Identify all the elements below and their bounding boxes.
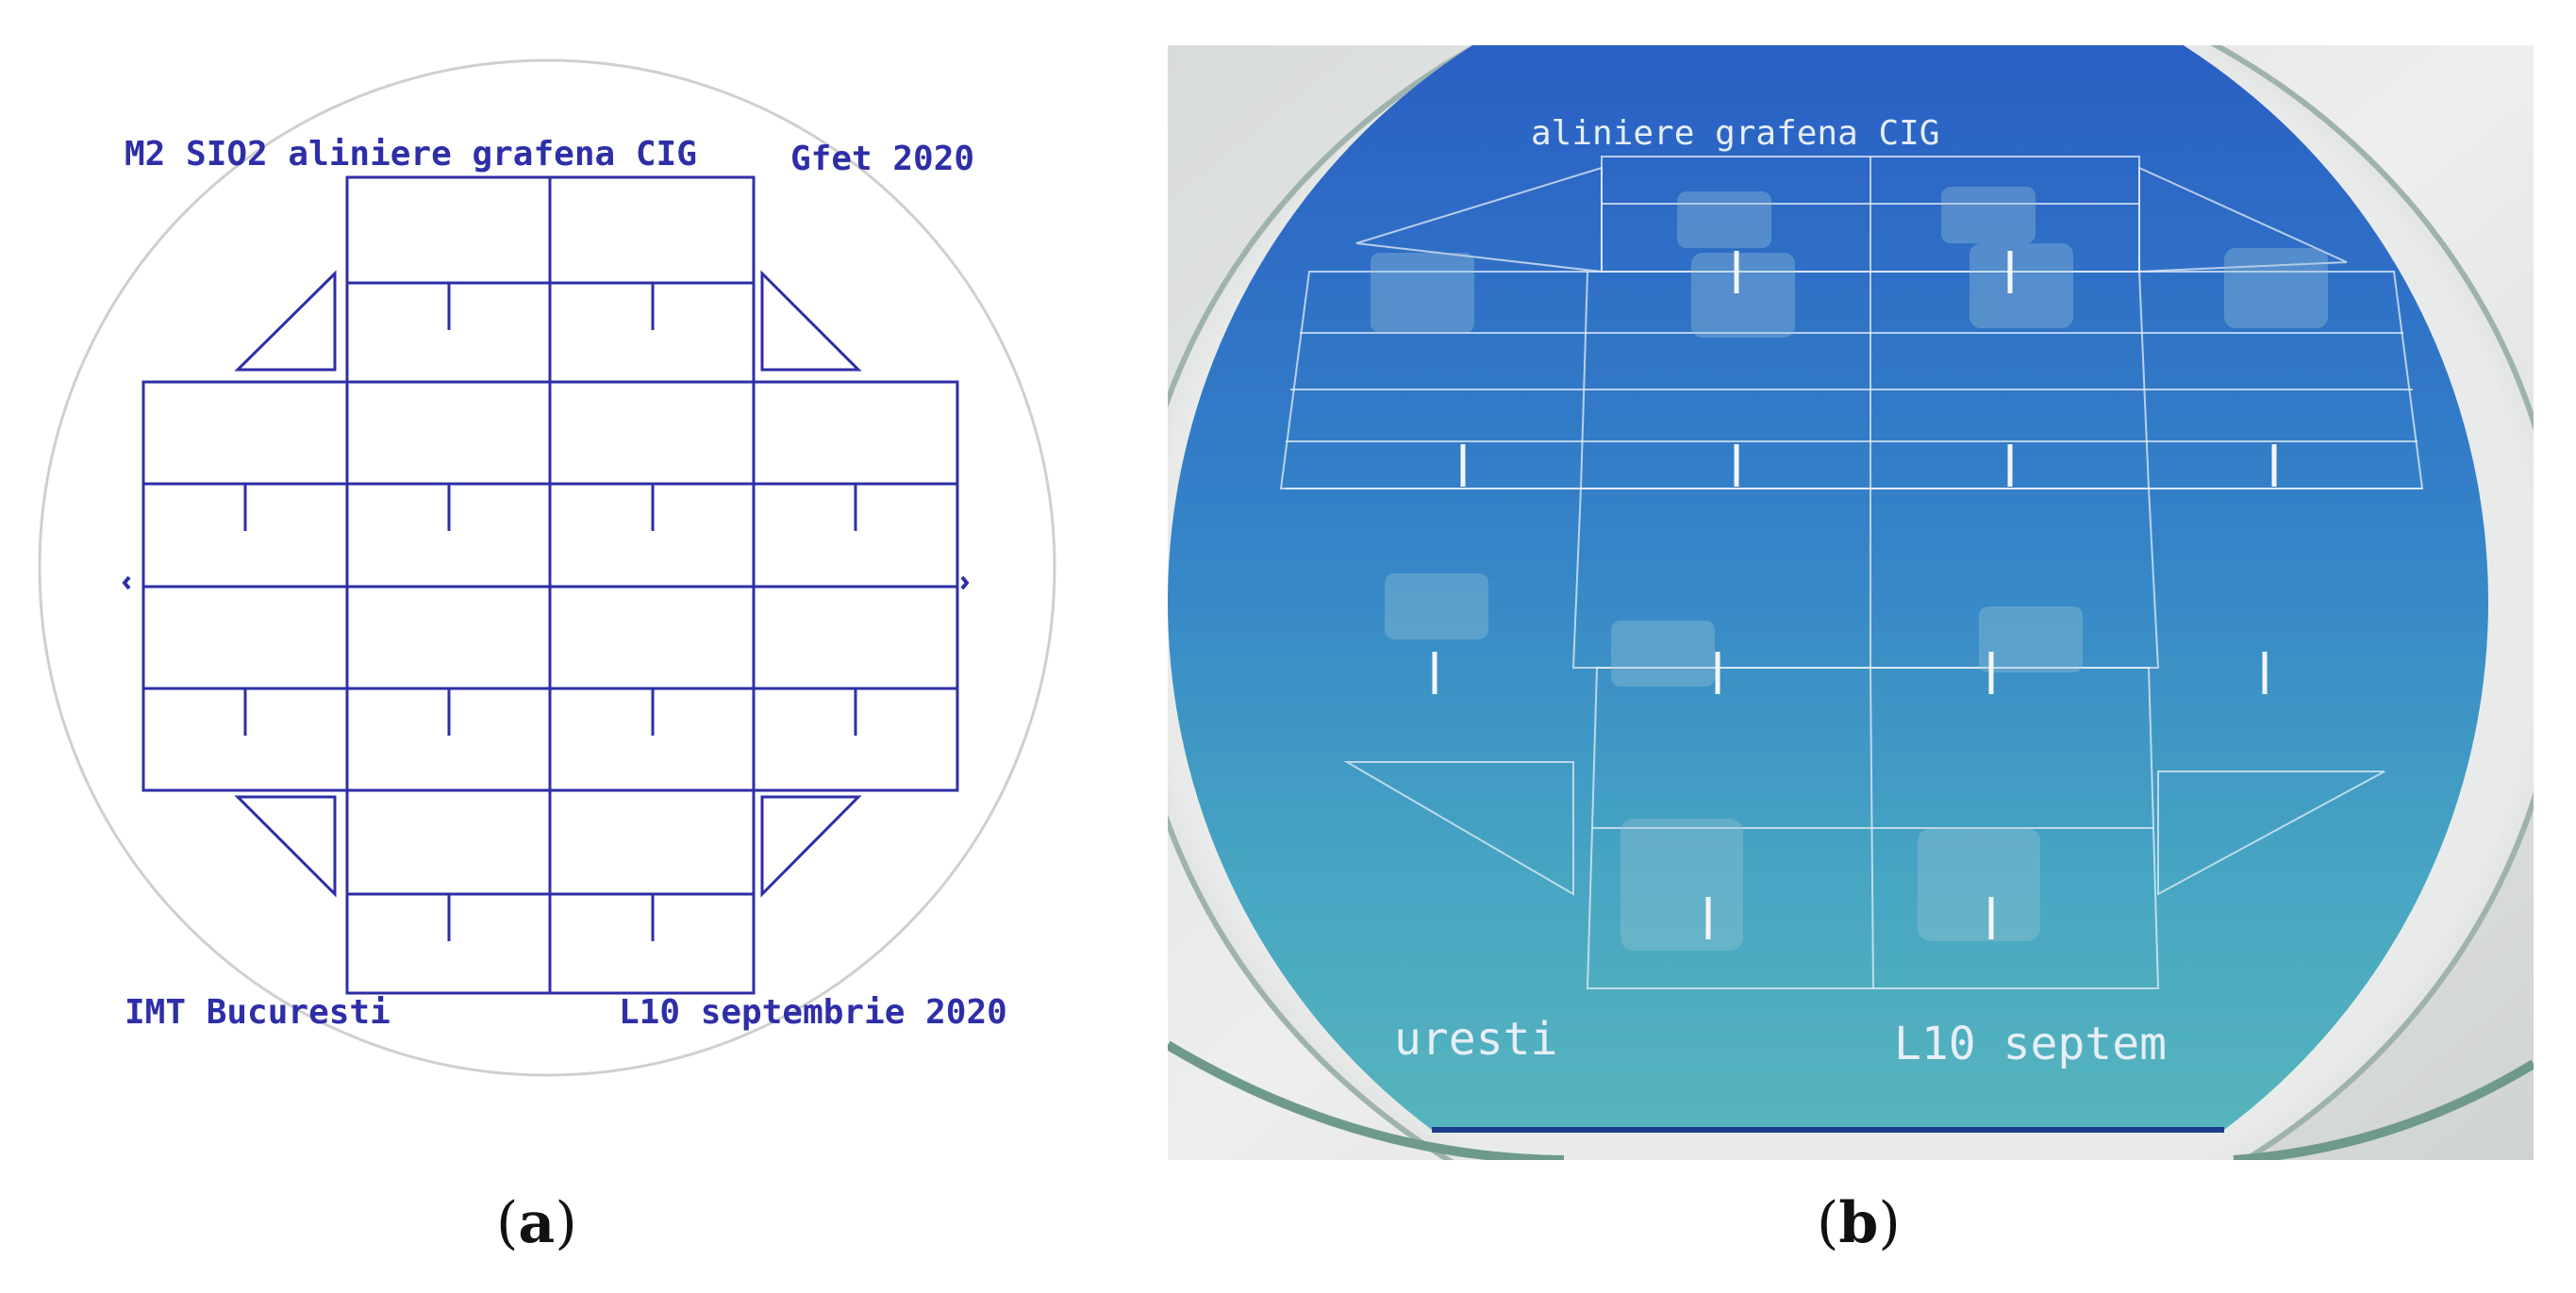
right-flat-mark — [960, 575, 970, 590]
mask-layout-drawing: M2 SIO2 aliniere grafena CIG Gfet 2020 I… — [38, 58, 1056, 1077]
photo-die-block-bottom — [1586, 667, 2160, 989]
wafer-photo-panel: aliniere grafena CIG uresti L10 septem — [1168, 45, 2534, 1160]
caption-a: (a) — [496, 1190, 577, 1256]
photo-triangle — [1343, 761, 1574, 896]
triangle-bottom-left — [234, 795, 337, 898]
mask-layout-panel: M2 SIO2 aliniere grafena CIG Gfet 2020 I… — [0, 0, 1132, 1160]
photo-label-bottom-right: L10 septem — [1894, 1018, 2167, 1070]
label-bottom-right: L10 septembrie 2020 — [619, 993, 1007, 1032]
photo-label-top: aliniere grafena CIG — [1531, 114, 1939, 153]
dish-rim-left — [1168, 1040, 1565, 1160]
graphene-residue — [1371, 187, 2328, 951]
label-top-left: M2 SIO2 aliniere grafena CIG — [125, 135, 697, 174]
photo-label-bottom-left: uresti — [1394, 1013, 1557, 1066]
label-top-right: Gfet 2020 — [790, 140, 974, 178]
photo-triangle — [1355, 166, 1603, 274]
label-bottom-left: IMT Bucuresti — [125, 993, 391, 1032]
wafer-outline — [38, 58, 1056, 1077]
photo-die-divider — [1580, 271, 1588, 489]
caption-b: (b) — [1817, 1190, 1901, 1256]
photo-triangle — [2138, 166, 2348, 274]
die-grid — [141, 175, 959, 995]
triangle-top-right — [760, 270, 862, 372]
wafer: aliniere grafena CIG uresti L10 septem — [1168, 45, 2488, 1130]
left-flat-mark — [122, 575, 131, 590]
wafer-photo: aliniere grafena CIG uresti L10 septem — [1168, 45, 2534, 1160]
triangle-top-left — [234, 270, 337, 372]
alignment-bars — [1432, 251, 2277, 939]
photo-triangle — [2157, 771, 2385, 896]
triangle-bottom-right — [760, 795, 862, 898]
alignment-triangles — [234, 270, 862, 898]
photo-die-divider — [2138, 271, 2150, 489]
dish-rim-right — [2233, 1059, 2534, 1160]
